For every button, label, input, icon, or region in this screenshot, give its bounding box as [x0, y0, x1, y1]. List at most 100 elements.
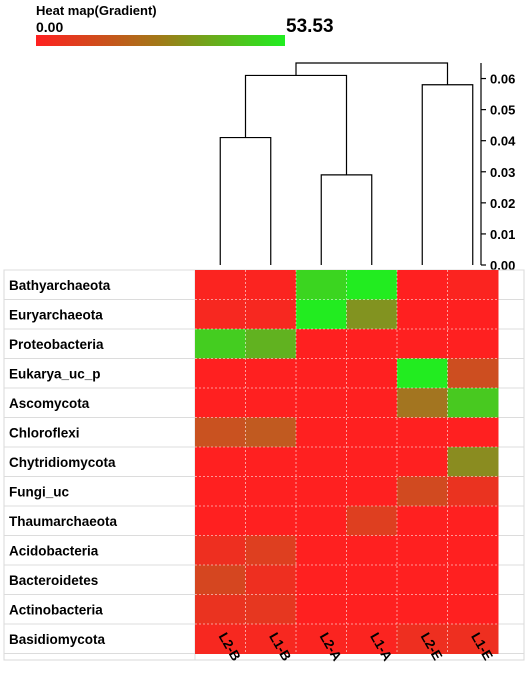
heatmap-cell [296, 624, 347, 654]
heatmap-cell [245, 535, 297, 566]
heatmap-cell [346, 358, 398, 389]
heatmap-cell [346, 535, 398, 566]
heatmap-cell [346, 270, 398, 300]
dendrogram-axis-tick-label: 0.00 [490, 258, 515, 273]
dendrogram-axis-tick-label: 0.02 [490, 196, 515, 211]
heatmap-cell [195, 535, 246, 566]
heatmap-cell [346, 388, 398, 418]
heatmap-cell [397, 329, 448, 359]
heatmap-cell [397, 388, 448, 418]
heatmap-cell [195, 299, 246, 330]
dendrogram-axis-tick-label: 0.01 [490, 227, 515, 242]
dendrogram-axis-tick-label: 0.05 [490, 103, 515, 118]
heatmap-cell [447, 624, 499, 654]
row-label: Fungi_uc [9, 484, 69, 499]
heatmap-cell [397, 565, 448, 595]
row-label: Proteobacteria [9, 337, 104, 352]
legend-max-label: 53.53 [286, 16, 334, 37]
heatmap-cell [195, 624, 246, 654]
heatmap-cell [296, 535, 347, 566]
row-label: Basidiomycota [9, 632, 106, 647]
dendrogram-axis: 0.00 0.01 0.02 0.03 0.04 0.05 0.06 [480, 63, 516, 273]
heatmap-cell [447, 506, 499, 536]
heatmap-cell [296, 299, 347, 330]
heatmap-cell [397, 594, 448, 625]
heatmap-cell [397, 624, 448, 654]
heatmap-cell [195, 565, 246, 595]
heatmap-cell [296, 417, 347, 448]
heatmap-cell [195, 447, 246, 477]
heatmap-cell [296, 388, 347, 418]
heatmap-cell [346, 506, 398, 536]
heatmap-cell [447, 565, 499, 595]
heatmap-cell [296, 565, 347, 595]
heatmap-cell [245, 329, 297, 359]
heatmap-cell [447, 447, 499, 477]
heatmap-cell [447, 535, 499, 566]
heatmap-cell [195, 358, 246, 389]
heatmap-cell [397, 476, 448, 507]
heatmap-cell [447, 329, 499, 359]
dendrogram-branch [295, 62, 449, 85]
heatmap-cell [245, 447, 297, 477]
heatmap-cell [397, 535, 448, 566]
row-label: Actinobacteria [9, 602, 103, 617]
row-label: Thaumarchaeota [9, 514, 118, 529]
heatmap-cell [397, 270, 448, 300]
heatmap-cell [245, 624, 297, 654]
heatmap-cell [245, 358, 297, 389]
row-label: Ascomycota [9, 396, 90, 411]
heatmap-cell [346, 447, 398, 477]
heatmap-cell [447, 417, 499, 448]
heatmap-cell [346, 476, 398, 507]
heatmap-cell [195, 506, 246, 536]
row-label: Bacteroidetes [9, 573, 98, 588]
heatmap-cell [245, 565, 297, 595]
heatmap-cell [447, 476, 499, 507]
heatmap-cell [245, 476, 297, 507]
heatmap-cell [296, 329, 347, 359]
row-label: Euryarchaeota [9, 307, 103, 322]
color-legend: Heat map(Gradient) 0.00 53.53 [36, 3, 334, 46]
row-label: Eukarya_uc_p [9, 366, 101, 381]
dendrogram-branch [219, 136, 272, 265]
heatmap-cell [195, 417, 246, 448]
heatmap-cell [397, 506, 448, 536]
heatmap-cell [397, 447, 448, 477]
heatmap-cell [245, 270, 297, 300]
heatmap-cell [346, 624, 398, 654]
heatmap-cell [245, 299, 297, 330]
heatmap-cell [447, 299, 499, 330]
dendrogram-branch [244, 74, 348, 175]
heatmap-cell [296, 506, 347, 536]
row-label: Chloroflexi [9, 425, 80, 440]
heatmap-cell [346, 329, 398, 359]
heatmap-cell [296, 447, 347, 477]
heatmap-cell [296, 358, 347, 389]
column-dendrogram [219, 62, 474, 265]
heatmap-cell [346, 594, 398, 625]
dendrogram-axis-tick-label: 0.04 [490, 134, 516, 149]
dendrogram-branch [320, 174, 373, 265]
row-labels: Bathyarchaeota Euryarchaeota Proteobacteri… [9, 278, 118, 647]
heatmap-gridlines [195, 270, 498, 654]
row-label: Chytridiomycota [9, 455, 116, 470]
heatmap-cell [447, 270, 499, 300]
legend-gradient-bar [36, 35, 285, 46]
heatmap-cell [195, 388, 246, 418]
heatmap-cell [195, 270, 246, 300]
heatmap-cell [346, 417, 398, 448]
row-label: Bathyarchaeota [9, 278, 111, 293]
heatmap-cell [296, 476, 347, 507]
heatmap-cell [296, 594, 347, 625]
heatmap-cell [447, 388, 499, 418]
heatmap-cell [195, 476, 246, 507]
heatmap-cell [397, 299, 448, 330]
heatmap-cell [245, 506, 297, 536]
heatmap-cell [346, 299, 398, 330]
legend-min-label: 0.00 [36, 19, 63, 35]
heatmap-cells [195, 270, 499, 654]
heatmap-cell [245, 417, 297, 448]
heatmap-cell [195, 594, 246, 625]
